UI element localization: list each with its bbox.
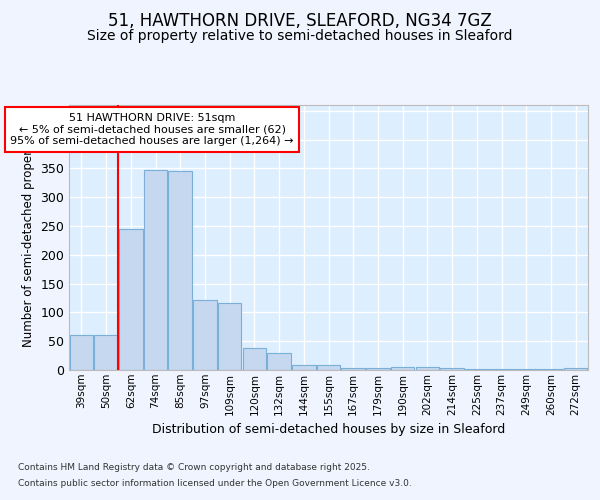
Bar xyxy=(193,300,217,370)
Bar xyxy=(242,348,266,370)
Bar xyxy=(440,368,464,370)
Bar xyxy=(94,336,118,370)
Bar xyxy=(416,367,439,370)
Bar xyxy=(218,302,241,370)
Text: 51, HAWTHORN DRIVE, SLEAFORD, NG34 7GZ: 51, HAWTHORN DRIVE, SLEAFORD, NG34 7GZ xyxy=(108,12,492,30)
Bar xyxy=(119,229,143,370)
Bar xyxy=(317,366,340,370)
X-axis label: Distribution of semi-detached houses by size in Sleaford: Distribution of semi-detached houses by … xyxy=(152,423,505,436)
Bar xyxy=(292,366,316,370)
Bar xyxy=(391,366,415,370)
Text: Contains public sector information licensed under the Open Government Licence v3: Contains public sector information licen… xyxy=(18,478,412,488)
Bar xyxy=(169,171,192,370)
Y-axis label: Number of semi-detached properties: Number of semi-detached properties xyxy=(22,128,35,347)
Bar xyxy=(144,170,167,370)
Text: Size of property relative to semi-detached houses in Sleaford: Size of property relative to semi-detach… xyxy=(87,29,513,43)
Bar xyxy=(366,368,389,370)
Bar xyxy=(70,336,93,370)
Bar xyxy=(341,368,365,370)
Text: 51 HAWTHORN DRIVE: 51sqm
← 5% of semi-detached houses are smaller (62)
95% of se: 51 HAWTHORN DRIVE: 51sqm ← 5% of semi-de… xyxy=(10,113,294,146)
Text: Contains HM Land Registry data © Crown copyright and database right 2025.: Contains HM Land Registry data © Crown c… xyxy=(18,464,370,472)
Bar xyxy=(268,354,291,370)
Bar xyxy=(564,368,587,370)
